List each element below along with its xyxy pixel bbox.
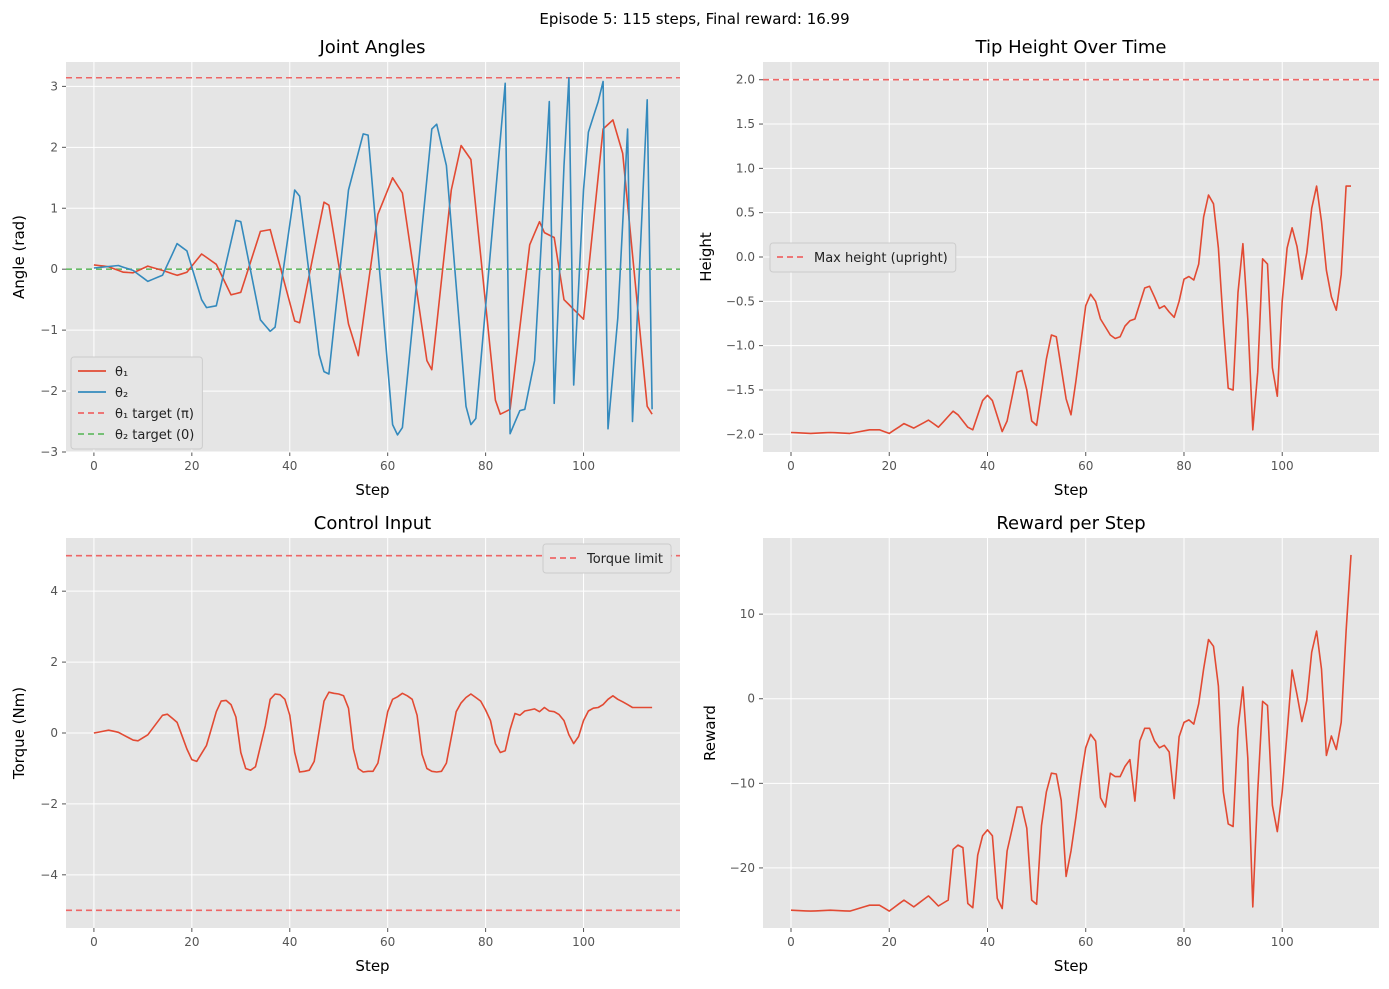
tip-height-chart: 0 20 40 60 80 100 −2.0 −1.5 −1.0 −0.5 0.0 0.5 1.0 1.5…: [697, 37, 1379, 499]
y-tick-label: 1.0: [736, 161, 755, 175]
legend-label: θ₁ target (π): [115, 407, 194, 422]
x-tick-label: 80: [1176, 935, 1191, 949]
legend-box: [769, 242, 957, 273]
x-tick-label: 100: [1271, 459, 1294, 473]
x-tick-label: 40: [282, 459, 297, 473]
y-tick-label: −0.5: [726, 294, 755, 308]
legend: Max height (upright): [769, 242, 957, 273]
y-tick-label: 1.5: [736, 117, 755, 131]
reward-chart: 0 20 40 60 80 100 −20 −10 0 10 Reward per Step St…: [701, 513, 1379, 975]
y-tick-label: −20: [730, 861, 755, 875]
y-tick-label: 0: [747, 692, 755, 706]
x-axis-label: Step: [1054, 957, 1088, 975]
x-tick-label: 60: [1078, 459, 1093, 473]
x-tick-label: 0: [90, 935, 98, 949]
x-tick-label: 0: [787, 459, 795, 473]
plot-background: [763, 538, 1379, 928]
chart-title: Tip Height Over Time: [975, 37, 1167, 58]
x-tick-label: 60: [380, 935, 395, 949]
x-axis-label: Step: [355, 481, 389, 499]
legend-label: Torque limit: [586, 552, 663, 567]
legend: θ₁ θ₂ θ₁ target (π) θ₂ target (0): [70, 356, 203, 450]
y-tick-label: −3: [40, 445, 58, 459]
series-line: [93, 77, 653, 436]
legend-label: θ₂ target (0): [115, 428, 194, 443]
x-tick-label: 80: [478, 935, 493, 949]
x-tick-label: 100: [572, 935, 595, 949]
series-line: [93, 691, 653, 773]
chart-title: Joint Angles: [318, 37, 425, 58]
series-line: [790, 554, 1352, 912]
x-tick-label: 20: [882, 459, 897, 473]
y-tick-label: −2: [40, 797, 58, 811]
x-axis-label: Step: [355, 957, 389, 975]
legend-label: θ₁: [115, 365, 128, 380]
y-tick-label: 10: [740, 607, 755, 621]
y-axis-label: Torque (Nm): [10, 687, 28, 780]
x-tick-label: 20: [184, 459, 199, 473]
y-tick-label: 2: [50, 140, 58, 154]
x-tick-label: 60: [1078, 935, 1093, 949]
x-tick-label: 60: [380, 459, 395, 473]
y-axis-label: Angle (rad): [10, 215, 28, 299]
x-tick-label: 20: [882, 935, 897, 949]
y-tick-label: 0.5: [736, 206, 755, 220]
y-tick-label: −2.0: [726, 427, 755, 441]
y-axis-label: Height: [697, 232, 715, 282]
control-input-chart: 0 20 40 60 80 100 −4 −2 0 2 4 Torque limit Control …: [10, 513, 680, 975]
x-tick-label: 80: [1176, 459, 1191, 473]
y-tick-label: 0: [50, 262, 58, 276]
y-tick-label: −1.0: [726, 339, 755, 353]
legend-box: [542, 543, 672, 574]
x-tick-label: 40: [980, 459, 995, 473]
plot-area: 0 20 40 60 80 100 −2.0 −1.5 −1.0 −0.5 0.0 0.5 1.0 1.5…: [726, 62, 1379, 473]
legend-box: [70, 356, 203, 450]
y-axis-label: Reward: [701, 705, 719, 761]
x-tick-label: 40: [980, 935, 995, 949]
chart-title: Control Input: [314, 513, 431, 534]
y-tick-label: 2.0: [736, 73, 755, 87]
y-tick-label: −1: [40, 323, 58, 337]
x-axis-label: Step: [1054, 481, 1088, 499]
x-tick-label: 0: [787, 935, 795, 949]
chart-title: Reward per Step: [996, 513, 1145, 534]
y-tick-label: 0.0: [736, 250, 755, 264]
y-tick-label: 0: [50, 726, 58, 740]
legend: Torque limit: [542, 543, 672, 574]
figure-suptitle: Episode 5: 115 steps, Final reward: 16.9…: [539, 10, 849, 28]
y-tick-label: 1: [50, 201, 58, 215]
series-line: [790, 185, 1351, 435]
x-tick-label: 100: [1271, 935, 1294, 949]
x-tick-label: 100: [572, 459, 595, 473]
x-tick-label: 40: [282, 935, 297, 949]
y-tick-label: −2: [40, 384, 58, 398]
legend-label: θ₂: [115, 386, 128, 401]
y-tick-label: −4: [40, 868, 58, 882]
legend-label: Max height (upright): [814, 251, 948, 266]
y-tick-label: 3: [50, 79, 58, 93]
x-tick-label: 0: [90, 459, 98, 473]
y-tick-label: 2: [50, 655, 58, 669]
y-tick-label: 4: [50, 584, 58, 598]
x-tick-label: 20: [184, 935, 199, 949]
plot-area: 0 20 40 60 80 100 −20 −10 0 10: [730, 538, 1379, 949]
x-tick-label: 80: [478, 459, 493, 473]
y-tick-label: −10: [730, 776, 755, 790]
y-tick-label: −1.5: [726, 383, 755, 397]
plot-area: 0 20 40 60 80 100 −4 −2 0 2 4 Torque limit: [40, 538, 680, 949]
